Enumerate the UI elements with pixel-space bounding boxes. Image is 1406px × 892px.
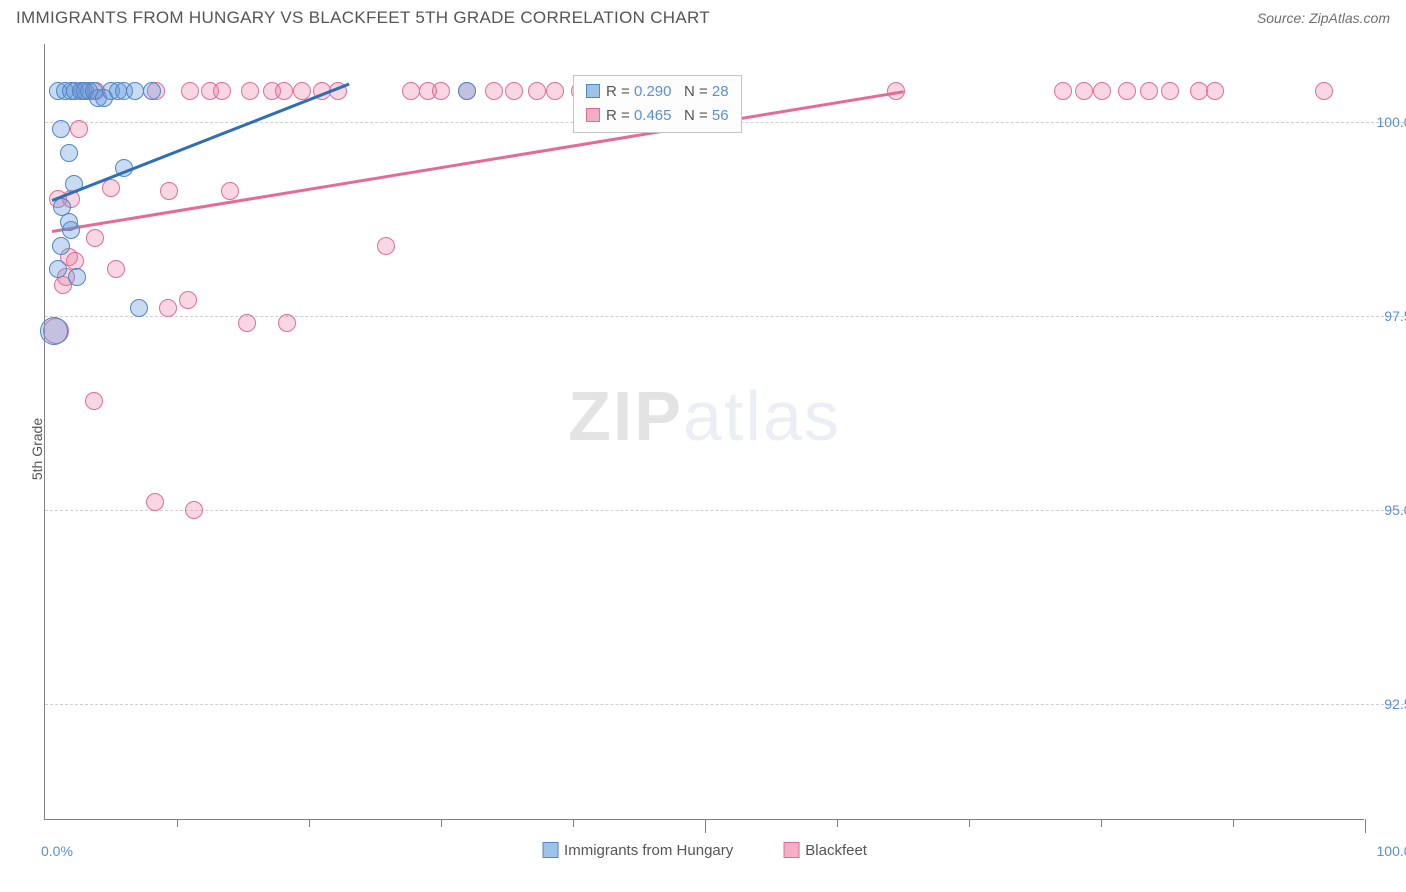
scatter-point — [377, 237, 395, 255]
x-tick-minor — [441, 819, 442, 827]
scatter-point — [402, 82, 420, 100]
y-tick-label: 92.5% — [1384, 696, 1406, 712]
chart-area: 5th Grade ZIPatlas 92.5%95.0%97.5%100.0%… — [0, 34, 1406, 864]
scatter-point — [1075, 82, 1093, 100]
watermark-bold: ZIP — [568, 377, 683, 455]
gridline — [45, 704, 1404, 705]
scatter-point — [107, 260, 125, 278]
legend-item: Immigrants from Hungary — [542, 842, 733, 859]
scatter-point — [52, 237, 70, 255]
scatter-point — [159, 299, 177, 317]
legend-item: Blackfeet — [783, 842, 867, 859]
scatter-point — [181, 82, 199, 100]
y-tick-label: 95.0% — [1384, 502, 1406, 518]
x-tick-major — [1365, 819, 1366, 833]
scatter-point — [213, 82, 231, 100]
scatter-point — [52, 120, 70, 138]
x-tick-minor — [1233, 819, 1234, 827]
scatter-point — [458, 82, 476, 100]
scatter-point — [546, 82, 564, 100]
legend-row: R = 0.465 N = 56 — [586, 104, 729, 128]
scatter-point — [60, 213, 78, 231]
x-tick-label: 0.0% — [41, 843, 73, 859]
scatter-point — [275, 82, 293, 100]
trend-line — [51, 91, 903, 233]
scatter-point — [60, 144, 78, 162]
scatter-point — [146, 493, 164, 511]
scatter-point — [1093, 82, 1111, 100]
scatter-point — [1140, 82, 1158, 100]
scatter-point — [40, 317, 68, 345]
source-attribution: Source: ZipAtlas.com — [1257, 10, 1390, 26]
watermark-light: atlas — [683, 377, 841, 455]
scatter-point — [293, 82, 311, 100]
x-tick-minor — [573, 819, 574, 827]
x-tick-minor — [1101, 819, 1102, 827]
scatter-point — [1206, 82, 1224, 100]
scatter-point — [126, 82, 144, 100]
scatter-point — [53, 198, 71, 216]
scatter-point — [70, 120, 88, 138]
x-tick-minor — [309, 819, 310, 827]
gridline — [45, 510, 1404, 511]
scatter-point — [241, 82, 259, 100]
scatter-point — [432, 82, 450, 100]
scatter-point — [278, 314, 296, 332]
legend-row: R = 0.290 N = 28 — [586, 80, 729, 104]
scatter-point — [185, 501, 203, 519]
scatter-point — [1054, 82, 1072, 100]
chart-title: IMMIGRANTS FROM HUNGARY VS BLACKFEET 5TH… — [16, 8, 710, 28]
x-tick-major — [705, 819, 706, 833]
plot-region: ZIPatlas 92.5%95.0%97.5%100.0%0.0%100.0%… — [44, 44, 1364, 820]
y-axis-label: 5th Grade — [29, 418, 45, 480]
scatter-point — [528, 82, 546, 100]
scatter-point — [86, 229, 104, 247]
scatter-point — [102, 179, 120, 197]
x-tick-minor — [969, 819, 970, 827]
scatter-point — [85, 392, 103, 410]
series-legend: Immigrants from Hungary Blackfeet — [542, 842, 867, 859]
chart-header: IMMIGRANTS FROM HUNGARY VS BLACKFEET 5TH… — [0, 0, 1406, 34]
y-tick-label: 97.5% — [1384, 308, 1406, 324]
x-tick-minor — [837, 819, 838, 827]
scatter-point — [143, 82, 161, 100]
scatter-point — [160, 182, 178, 200]
scatter-point — [221, 182, 239, 200]
scatter-point — [1315, 82, 1333, 100]
scatter-point — [238, 314, 256, 332]
stats-legend: R = 0.290 N = 28R = 0.465 N = 56 — [573, 75, 742, 133]
scatter-point — [505, 82, 523, 100]
scatter-point — [1118, 82, 1136, 100]
watermark: ZIPatlas — [568, 376, 841, 456]
scatter-point — [179, 291, 197, 309]
scatter-point — [68, 268, 86, 286]
scatter-point — [485, 82, 503, 100]
scatter-point — [49, 260, 67, 278]
x-tick-minor — [177, 819, 178, 827]
y-tick-label: 100.0% — [1377, 114, 1406, 130]
scatter-point — [130, 299, 148, 317]
scatter-point — [1161, 82, 1179, 100]
x-tick-label: 100.0% — [1377, 843, 1406, 859]
